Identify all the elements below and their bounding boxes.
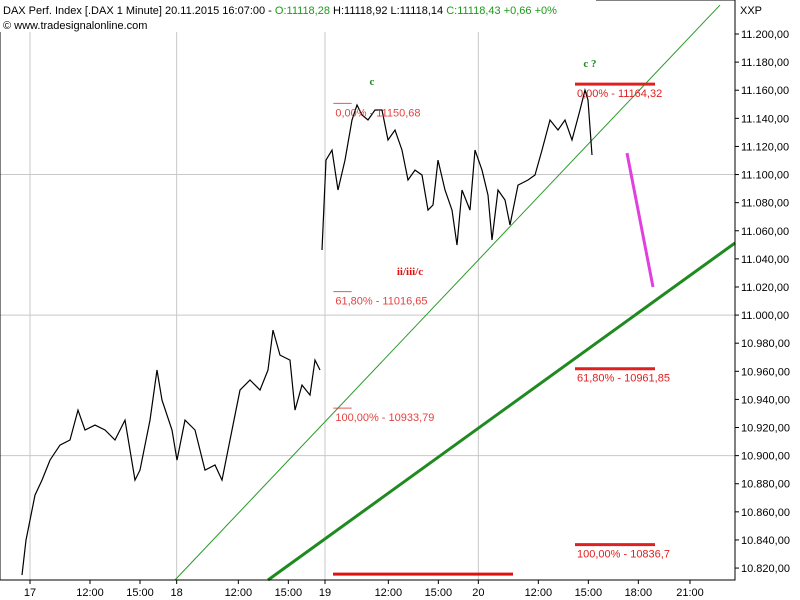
trend-line: [625, 152, 655, 288]
plot: 0,00% - 11150,68 61,80% - 11016,65 100,00%…: [21, 4, 736, 582]
y-tick-label: 11.020,00: [741, 282, 789, 294]
x-tick-label: 21:00: [676, 587, 704, 599]
high-low: H:11118,92 L:11118,14: [333, 5, 443, 17]
x-tick-label: 12:00: [525, 587, 553, 599]
y-tick-label: 10.960,00: [741, 366, 790, 378]
x-tick-label: 15:00: [126, 587, 154, 599]
y-tick-label: 11.180,00: [741, 57, 789, 69]
y-tick-label: 11.120,00: [741, 141, 789, 153]
x-tick-label: 12:00: [375, 587, 403, 599]
x-tick-label: 19: [319, 587, 331, 599]
y-tick-label: 11.200,00: [741, 29, 789, 41]
y-tick-label: 11.000,00: [741, 310, 789, 322]
header-box: [0, 0, 596, 32]
fib-label: 61,80% - 11016,65: [335, 296, 427, 308]
symbol: XXP: [740, 5, 762, 17]
x-tick-label: 12:00: [225, 587, 253, 599]
grid: [0, 0, 735, 580]
x-tick-label: 15:00: [425, 587, 453, 599]
open: O:11118,28: [275, 5, 330, 17]
fib-label: 0,00% - 11164,32: [577, 88, 662, 100]
close: C:11118,43 +0,66 +0%: [446, 5, 557, 17]
fib-label: 100,00% - 10933,79: [335, 412, 434, 424]
y-tick-label: 11.060,00: [741, 226, 789, 238]
header: DAX Perf. Index [.DAX 1 Minute] 20.11.20…: [3, 5, 557, 17]
plot-frame: [0, 0, 736, 581]
y-tick-label: 11.160,00: [741, 85, 789, 97]
price-line: [21, 87, 593, 576]
annotation: c: [370, 76, 375, 88]
y-tick-label: 11.140,00: [741, 113, 789, 125]
y-tick-label: 10.860,00: [741, 507, 790, 519]
x-tick-label: 17: [24, 587, 36, 599]
trend-line: [267, 241, 736, 582]
y-tick-label: 11.100,00: [741, 170, 789, 182]
y-tick-label: 10.840,00: [741, 535, 790, 547]
y-tick-label: 10.880,00: [741, 479, 790, 491]
x-tick-label: 15:00: [275, 587, 303, 599]
y-tick-label: 11.080,00: [741, 198, 789, 210]
x-tick-label: 18: [171, 587, 183, 599]
trend-line: [174, 4, 721, 581]
fib-label: 0,00% - 11150,68: [335, 107, 420, 119]
annotation: c ?: [583, 58, 596, 70]
x-tick-label: 15:00: [575, 587, 603, 599]
instrument: DAX Perf. Index [.DAX 1 Minute] 20.11.20…: [3, 5, 272, 17]
y-tick-label: 10.900,00: [741, 451, 790, 463]
fib-label: 61,80% - 10961,85: [577, 373, 670, 385]
y-tick-label: 10.940,00: [741, 394, 790, 406]
x-tick-label: 20: [472, 587, 484, 599]
y-tick-label: 11.040,00: [741, 254, 789, 266]
annotation: ii/iii/c: [397, 266, 423, 278]
x-tick-label: 12:00: [76, 587, 104, 599]
y-tick-label: 10.820,00: [741, 563, 790, 575]
y-tick-label: 10.920,00: [741, 423, 790, 435]
source: © www.tradesignalonline.com: [3, 20, 147, 32]
x-tick-label: 18:00: [625, 587, 653, 599]
fib-label: 100,00% - 10836,7: [577, 549, 670, 561]
y-tick-label: 10.980,00: [741, 338, 790, 350]
